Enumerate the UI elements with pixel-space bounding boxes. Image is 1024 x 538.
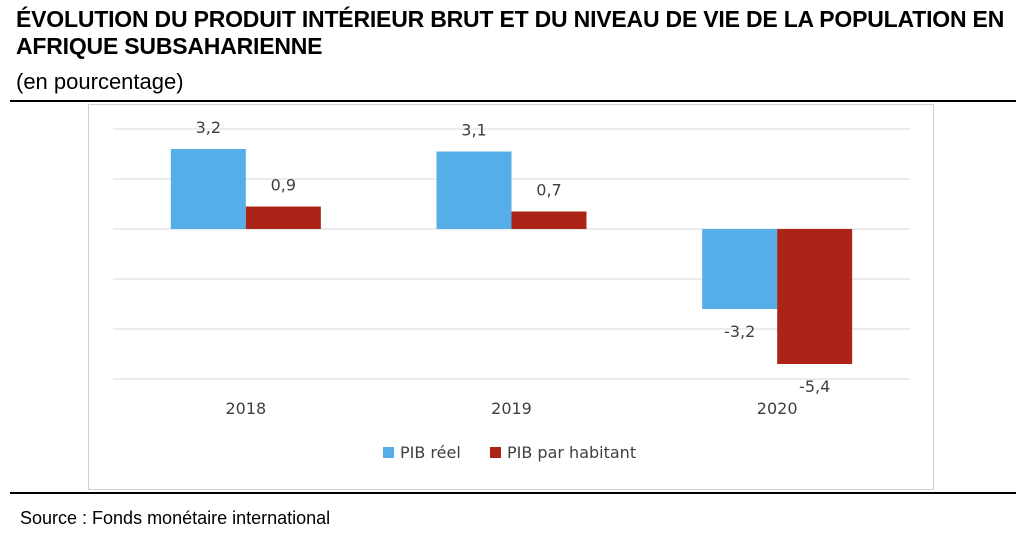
data-label-pib-reel: 3,1 bbox=[461, 121, 486, 140]
legend-swatch-pib-par-habitant bbox=[490, 447, 501, 458]
chart-frame bbox=[88, 104, 934, 490]
bar-pib-par-habitant bbox=[245, 206, 321, 229]
legend-label-pib-par-habitant: PIB par habitant bbox=[507, 443, 636, 462]
data-label-pib-reel: 3,2 bbox=[196, 118, 221, 137]
top-rule bbox=[10, 100, 1016, 102]
bottom-rule bbox=[10, 492, 1016, 494]
data-label-pib-par-habitant: -5,4 bbox=[799, 377, 830, 396]
bar-pib-reel bbox=[436, 151, 512, 229]
legend-label-pib-reel: PIB réel bbox=[400, 443, 461, 462]
chart-title: ÉVOLUTION DU PRODUIT INTÉRIEUR BRUT ET D… bbox=[16, 6, 1005, 59]
chart-subtitle: (en pourcentage) bbox=[16, 69, 184, 94]
data-label-pib-par-habitant: 0,9 bbox=[271, 176, 296, 195]
bar-pib-reel bbox=[702, 229, 778, 309]
bar-pib-par-habitant bbox=[511, 211, 587, 229]
x-tick-label: 2020 bbox=[757, 399, 798, 418]
legend-swatch-pib-reel bbox=[383, 447, 394, 458]
bar-pib-par-habitant bbox=[777, 229, 853, 364]
bar-pib-reel bbox=[170, 149, 246, 229]
source-note: Source : Fonds monétaire international bbox=[20, 508, 331, 528]
x-tick-label: 2019 bbox=[491, 399, 532, 418]
data-label-pib-reel: -3,2 bbox=[724, 322, 755, 341]
x-tick-label: 2018 bbox=[225, 399, 266, 418]
data-label-pib-par-habitant: 0,7 bbox=[536, 181, 561, 200]
